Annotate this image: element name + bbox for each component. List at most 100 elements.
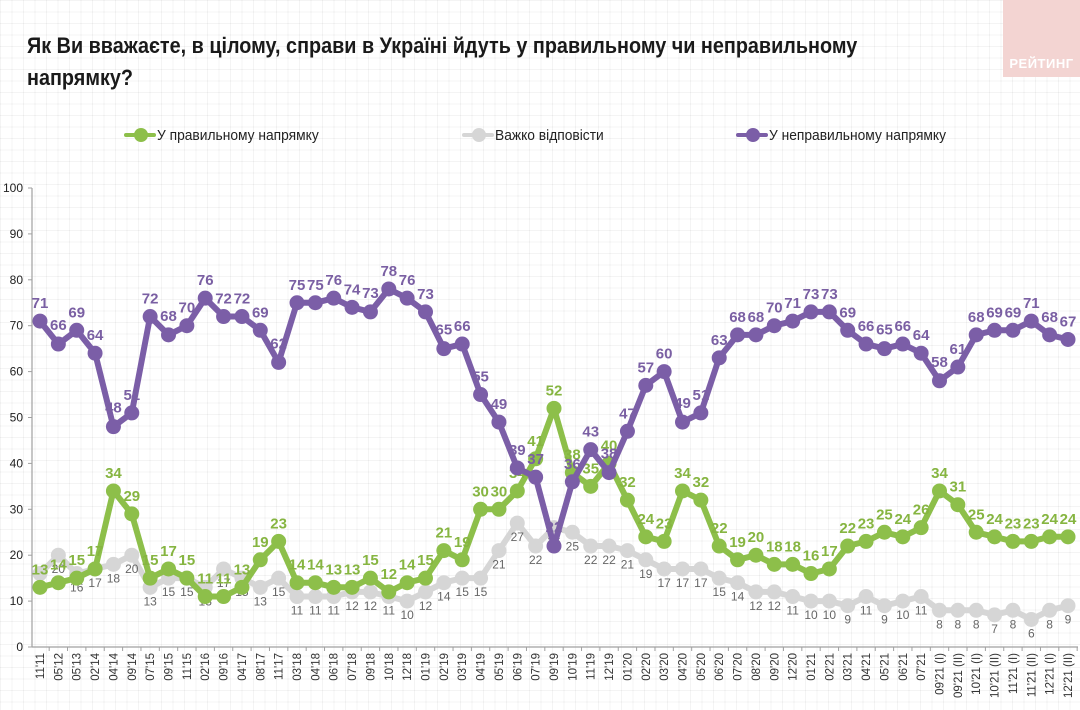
x-tick-label: 11'11 bbox=[35, 653, 47, 679]
data-label-right: 18 bbox=[784, 538, 801, 555]
data-label-right: 32 bbox=[619, 474, 636, 491]
x-tick-label: 12'20 bbox=[788, 653, 800, 681]
data-label-wrong: 66 bbox=[858, 318, 875, 335]
data-point-wrong bbox=[1042, 327, 1058, 343]
data-point-hard bbox=[454, 570, 470, 586]
data-label-hard: 12 bbox=[749, 599, 763, 613]
data-label-hard: 8 bbox=[936, 617, 943, 631]
data-label-hard: 10 bbox=[823, 608, 837, 622]
x-tick-label: 03'19 bbox=[457, 653, 469, 681]
data-label-wrong: 55 bbox=[472, 369, 489, 386]
data-point-right bbox=[950, 497, 966, 513]
x-tick-label: 07'20 bbox=[733, 653, 745, 681]
x-tick-label: 05'20 bbox=[696, 653, 708, 681]
data-point-hard bbox=[619, 543, 635, 559]
data-label-wrong: 64 bbox=[913, 327, 930, 344]
data-point-wrong bbox=[858, 336, 874, 352]
data-label-right: 30 bbox=[491, 483, 508, 500]
data-label-right: 15 bbox=[179, 552, 196, 569]
data-label-hard: 18 bbox=[107, 571, 121, 585]
data-point-wrong bbox=[1060, 331, 1076, 347]
legend-label: У правильному напрямку bbox=[157, 126, 319, 144]
data-label-right: 35 bbox=[582, 460, 599, 477]
data-point-wrong bbox=[748, 327, 764, 343]
rating-logo: РЕЙТИНГ bbox=[1003, 0, 1080, 77]
data-point-right bbox=[436, 543, 452, 559]
x-tick-label: 07'18 bbox=[347, 653, 359, 681]
data-point-hard bbox=[785, 589, 801, 605]
data-label-wrong: 71 bbox=[784, 295, 801, 312]
data-point-wrong bbox=[326, 290, 342, 306]
x-tick-label: 07'15 bbox=[145, 653, 157, 681]
data-point-right bbox=[491, 501, 507, 517]
data-point-hard bbox=[950, 602, 966, 618]
data-label-hard: 10 bbox=[896, 608, 910, 622]
y-tick-label: 40 bbox=[10, 456, 24, 470]
x-tick-label: 05'21 bbox=[879, 653, 891, 681]
data-point-right bbox=[344, 579, 360, 595]
data-label-right: 15 bbox=[142, 552, 159, 569]
data-point-hard bbox=[1005, 602, 1021, 618]
data-label-right: 17 bbox=[87, 543, 104, 560]
data-label-right: 24 bbox=[1060, 511, 1077, 528]
data-point-wrong bbox=[711, 350, 727, 366]
data-point-wrong bbox=[730, 327, 746, 343]
data-point-right bbox=[307, 575, 323, 591]
data-point-right bbox=[454, 552, 470, 568]
data-label-right: 14 bbox=[307, 557, 324, 574]
data-point-wrong bbox=[876, 341, 892, 357]
x-tick-label: 06'18 bbox=[329, 653, 341, 681]
data-point-hard bbox=[362, 584, 378, 600]
data-point-hard bbox=[50, 547, 66, 563]
data-label-wrong: 47 bbox=[619, 405, 636, 422]
data-point-wrong bbox=[583, 442, 599, 458]
data-label-right: 34 bbox=[931, 465, 948, 482]
data-label-right: 17 bbox=[821, 543, 838, 560]
data-label-right: 11 bbox=[216, 571, 232, 588]
data-point-right bbox=[987, 529, 1003, 545]
data-point-wrong bbox=[895, 336, 911, 352]
data-point-right bbox=[766, 556, 782, 572]
data-point-wrong bbox=[197, 290, 213, 306]
data-label-hard: 12 bbox=[364, 599, 378, 613]
y-tick-label: 10 bbox=[10, 594, 24, 608]
data-label-wrong: 65 bbox=[436, 322, 453, 339]
data-point-hard bbox=[693, 561, 709, 577]
data-point-right bbox=[876, 524, 892, 540]
data-label-right: 19 bbox=[729, 534, 746, 551]
data-label-right: 12 bbox=[380, 566, 397, 583]
x-tick-label: 02'16 bbox=[200, 653, 212, 681]
y-tick-label: 30 bbox=[10, 502, 24, 516]
data-point-wrong bbox=[234, 309, 250, 325]
data-point-wrong bbox=[638, 377, 654, 393]
data-point-hard bbox=[895, 593, 911, 609]
data-label-hard: 15 bbox=[180, 585, 194, 599]
data-point-hard bbox=[289, 589, 305, 605]
data-point-hard bbox=[840, 598, 856, 614]
data-label-hard: 27 bbox=[511, 530, 525, 544]
data-label-right: 13 bbox=[325, 561, 342, 578]
data-label-right: 34 bbox=[105, 465, 122, 482]
data-label-wrong: 69 bbox=[1005, 304, 1022, 321]
legend-marker-icon bbox=[736, 128, 768, 142]
data-point-hard bbox=[913, 589, 929, 605]
data-point-hard bbox=[473, 570, 489, 586]
data-label-right: 31 bbox=[950, 479, 967, 496]
data-label-right: 24 bbox=[986, 511, 1003, 528]
data-point-right bbox=[583, 478, 599, 494]
data-label-wrong: 68 bbox=[1041, 309, 1058, 326]
data-point-hard bbox=[803, 593, 819, 609]
data-label-wrong: 68 bbox=[968, 309, 985, 326]
data-point-wrong bbox=[656, 364, 672, 380]
data-point-wrong bbox=[913, 345, 929, 361]
data-label-wrong: 57 bbox=[637, 359, 654, 376]
legend-marker-icon bbox=[462, 128, 494, 142]
data-point-right bbox=[197, 589, 213, 605]
data-label-hard: 21 bbox=[492, 558, 506, 572]
data-point-hard bbox=[216, 561, 232, 577]
data-label-wrong: 69 bbox=[68, 304, 85, 321]
data-point-right bbox=[69, 570, 85, 586]
x-tick-label: 03'18 bbox=[292, 653, 304, 681]
data-label-hard: 20 bbox=[52, 562, 66, 576]
data-label-wrong: 75 bbox=[289, 277, 306, 294]
